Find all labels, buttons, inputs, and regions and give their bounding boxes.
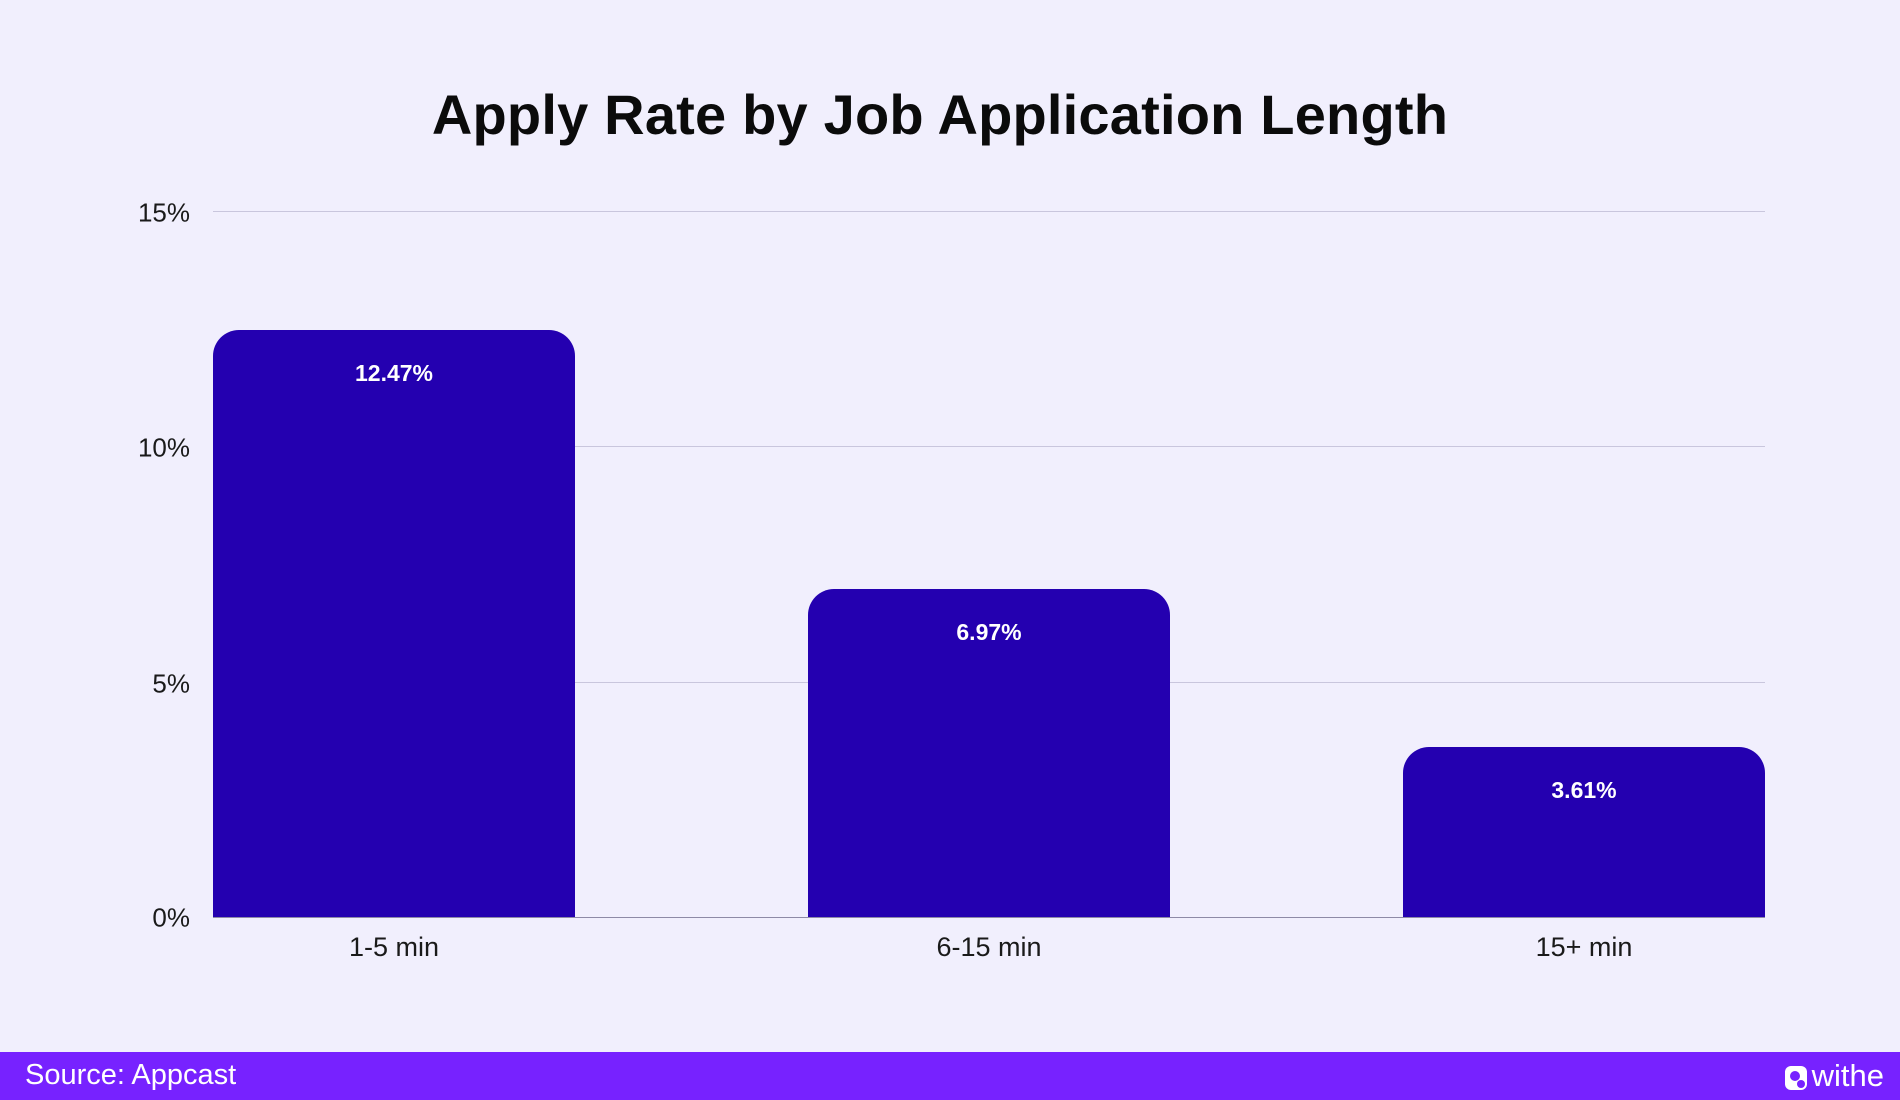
bar-value-label: 3.61% — [1551, 777, 1617, 803]
bar-15-plus-min: 3.61% — [1403, 747, 1765, 917]
gridline-15 — [213, 211, 1765, 212]
y-tick-15: 15% — [137, 197, 190, 228]
source-note: Source: Appcast — [25, 1059, 237, 1091]
bar-value-label: 12.47% — [354, 360, 433, 386]
brand-logo: withe — [1784, 1058, 1884, 1094]
x-tick-6-15-min: 6-15 min — [936, 932, 1042, 962]
x-axis-baseline — [213, 917, 1765, 918]
bar-6-15-min: 6.97% — [808, 589, 1170, 917]
y-tick-0: 0% — [152, 902, 190, 933]
plot-area: 12.47% 6.97% 3.61% — [213, 211, 1765, 918]
y-tick-10: 10% — [137, 432, 190, 463]
x-tick-1-5-min: 1-5 min — [348, 932, 440, 962]
gridline-10 — [213, 446, 1765, 447]
bar-1-5-min: 12.47% — [213, 330, 575, 917]
brand-name: withe — [1811, 1058, 1884, 1093]
chart-title: Apply Rate by Job Application Length — [431, 83, 1449, 146]
x-tick-15-plus-min: 15+ min — [1535, 932, 1633, 962]
bar-value-label: 6.97% — [956, 619, 1022, 645]
footer-bar: Source: Appcast withe — [0, 1052, 1900, 1100]
withe-logo-icon — [1784, 1063, 1808, 1090]
y-tick-5: 5% — [152, 668, 190, 699]
